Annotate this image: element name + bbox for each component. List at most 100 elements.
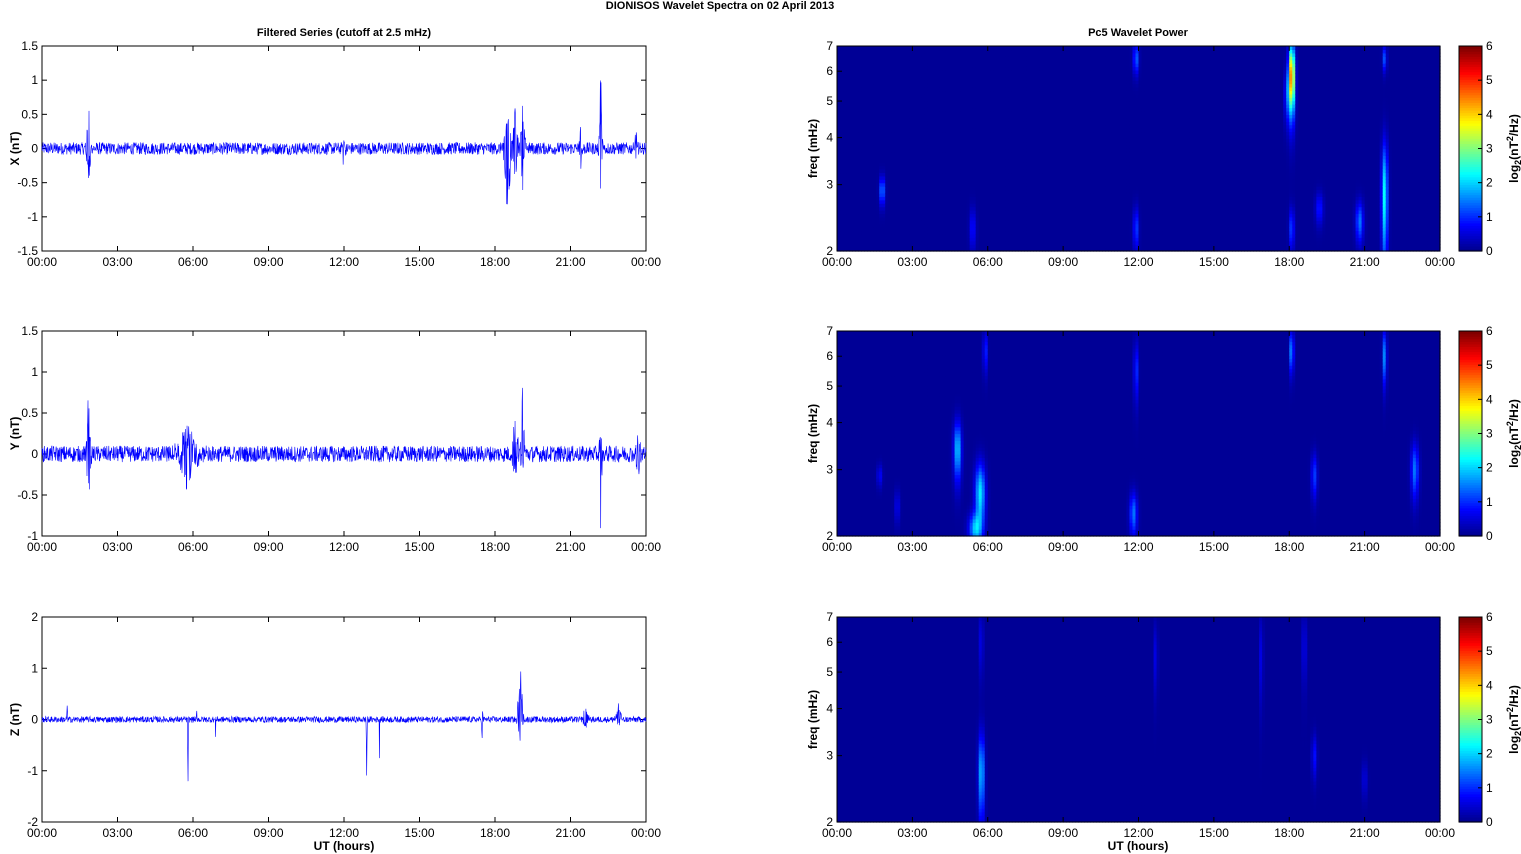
heatmap-cell (876, 244, 880, 249)
heatmap-cell (885, 134, 889, 139)
heatmap-cell (888, 145, 892, 150)
heatmap-cell (921, 189, 926, 194)
heatmap-cell (888, 107, 892, 112)
series-ytick-label: -1 (27, 210, 38, 224)
heatmap-cell (951, 196, 956, 201)
heatmap-cell (900, 63, 904, 68)
heatmap-cell (855, 155, 859, 160)
heatmap-cell (885, 73, 889, 78)
heatmap-cell (933, 247, 938, 252)
heatmap-cell (915, 196, 920, 201)
heatmap-cell (912, 114, 916, 119)
heatmap-cell (894, 100, 898, 105)
heatmap-cell (894, 210, 898, 215)
heatmap-cell (936, 46, 941, 51)
heatmap-cell (921, 114, 926, 119)
heatmap-cell (915, 56, 920, 61)
heatmap-cell (876, 162, 880, 167)
heatmap-cell (948, 182, 953, 187)
heatmap-cell (861, 138, 865, 143)
heatmap-cell (939, 192, 944, 197)
heatmap-cell (855, 227, 859, 232)
heatmap-cell (921, 216, 926, 221)
heatmap-cell (900, 213, 904, 218)
heatmap-cell (855, 59, 859, 64)
heatmap-cell (876, 80, 880, 85)
heatmap-cell (933, 223, 938, 228)
series-xtick-label: 06:00 (178, 826, 208, 840)
heatmap-cell (954, 169, 959, 174)
heatmap-cell (846, 223, 850, 228)
heatmap-cell (858, 124, 862, 129)
heatmap-cell (915, 134, 920, 139)
heatmap-cell (870, 138, 874, 143)
heatmap-cell (921, 237, 926, 242)
heatmap-cell (867, 155, 871, 160)
heatmap-cell (840, 210, 844, 215)
heatmap-cell (951, 182, 956, 187)
heatmap-cell (909, 124, 913, 129)
heatmap-cell (843, 237, 847, 242)
heatmap-cell (840, 83, 844, 88)
heatmap-cell (939, 213, 944, 218)
heatmap-cell (909, 179, 913, 184)
heatmap-cell (846, 121, 850, 126)
heatmap-cell (840, 46, 844, 51)
heatmap-cell (843, 244, 847, 249)
heatmap-cell (954, 244, 959, 249)
heatmap-cell (909, 145, 913, 150)
heatmap-cell (912, 227, 916, 232)
heatmap-cell (846, 93, 850, 98)
heatmap-cell (882, 80, 886, 85)
heatmap-cell (906, 223, 910, 228)
heatmap-cell (843, 100, 847, 105)
heatmap-cell (849, 213, 853, 218)
heatmap-cell (951, 199, 956, 204)
heatmap-cell (894, 206, 898, 211)
heatmap-cell (873, 66, 877, 71)
heatmap-cell (924, 213, 929, 218)
heatmap-cell (942, 244, 947, 249)
heatmap-cell (840, 131, 844, 136)
heatmap-cell (855, 220, 859, 225)
heatmap-cell (906, 104, 910, 109)
heatmap-cell (870, 100, 874, 105)
heatmap-cell (948, 172, 953, 177)
heatmap-cell (840, 114, 844, 119)
heatmap-cell (837, 107, 841, 112)
heatmap-cell (852, 213, 856, 218)
heatmap-cell (849, 138, 853, 143)
heatmap-cell (861, 52, 865, 57)
heatmap-cell (882, 110, 886, 115)
heatmap-cell (897, 189, 901, 194)
heatmap-cell (861, 76, 865, 81)
heatmap-cell (894, 124, 898, 129)
heatmap-cell (849, 56, 853, 61)
heatmap-cell (837, 213, 841, 218)
heatmap-cell (942, 165, 947, 170)
heatmap-cell (957, 59, 962, 64)
heatmap-cell (873, 186, 877, 191)
heatmap-cell (840, 223, 844, 228)
heatmap-cell (876, 196, 880, 201)
heatmap-cell (858, 49, 862, 54)
heatmap-cell (942, 104, 947, 109)
heatmap-cell (954, 110, 959, 115)
heatmap-cell (861, 114, 865, 119)
heatmap-cell (948, 93, 953, 98)
heatmap-cell (879, 148, 883, 153)
heatmap-cell (921, 87, 926, 92)
heatmap-cell (843, 182, 847, 187)
heatmap-cell (864, 90, 868, 95)
heatmap-cell (927, 148, 932, 153)
heatmap-cell (894, 199, 898, 204)
heatmap-cell (867, 199, 871, 204)
heatmap-cell (870, 90, 874, 95)
heatmap-cell (894, 121, 898, 126)
heatmap-cell (882, 56, 886, 61)
heatmap-cell (867, 158, 871, 163)
heatmap-cell (858, 128, 862, 133)
heatmap-cell (921, 100, 926, 105)
heatmap-cell (897, 162, 901, 167)
series-ytick-label: 0.5 (21, 406, 38, 420)
